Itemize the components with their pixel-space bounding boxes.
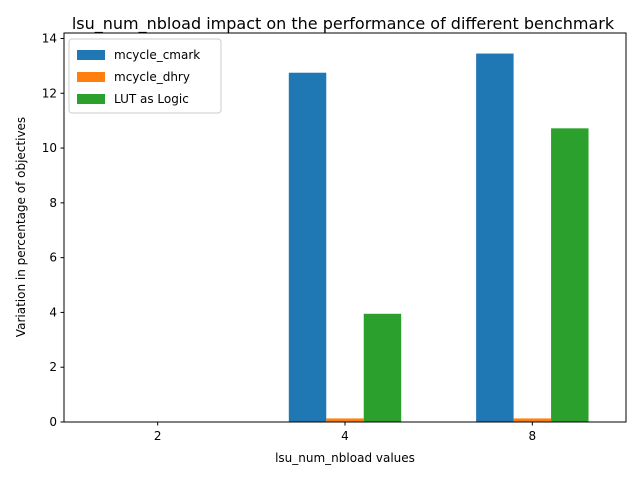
bar-lut-as-logic-8 — [551, 128, 589, 422]
y-tick-label: 10 — [42, 141, 57, 155]
legend-swatch — [77, 94, 105, 104]
y-axis-label: Variation in percentage of objectives — [14, 117, 28, 337]
y-tick-label: 8 — [49, 196, 57, 210]
y-axis: 0 2 4 6 8 10 12 14 — [42, 31, 64, 429]
legend-label: mcycle_cmark — [114, 48, 200, 62]
y-tick-label: 2 — [49, 360, 57, 374]
legend-swatch — [77, 72, 105, 82]
bar-lut-as-logic-4 — [363, 313, 402, 422]
y-tick-label: 14 — [42, 31, 57, 45]
x-tick-label: 8 — [529, 429, 537, 443]
y-tick-label: 6 — [49, 251, 57, 265]
plot-frame — [63, 32, 627, 423]
y-tick-label: 0 — [49, 415, 57, 429]
legend: mcycle_cmark mcycle_dhry LUT as Logic — [68, 38, 222, 114]
bar-mcycle-dhry-4 — [326, 418, 364, 422]
y-tick-label: 12 — [42, 86, 57, 100]
x-axis-label: lsu_num_nbload values — [275, 451, 415, 465]
y-tick-label: 4 — [49, 305, 57, 319]
x-tick-label: 4 — [341, 429, 349, 443]
x-tick-label: 2 — [154, 429, 162, 443]
bar-mcycle-cmark-4 — [288, 72, 327, 422]
bars-group — [288, 53, 589, 422]
x-axis: 2 4 8 — [154, 422, 536, 443]
bar-mcycle-cmark-8 — [476, 53, 514, 422]
legend-frame — [68, 38, 222, 114]
chart-title: lsu_num_nbload impact on the performance… — [72, 14, 615, 34]
bar-mcycle-dhry-8 — [513, 418, 552, 422]
legend-label: mcycle_dhry — [114, 70, 190, 84]
legend-swatch — [77, 50, 105, 60]
legend-label: LUT as Logic — [114, 92, 189, 106]
